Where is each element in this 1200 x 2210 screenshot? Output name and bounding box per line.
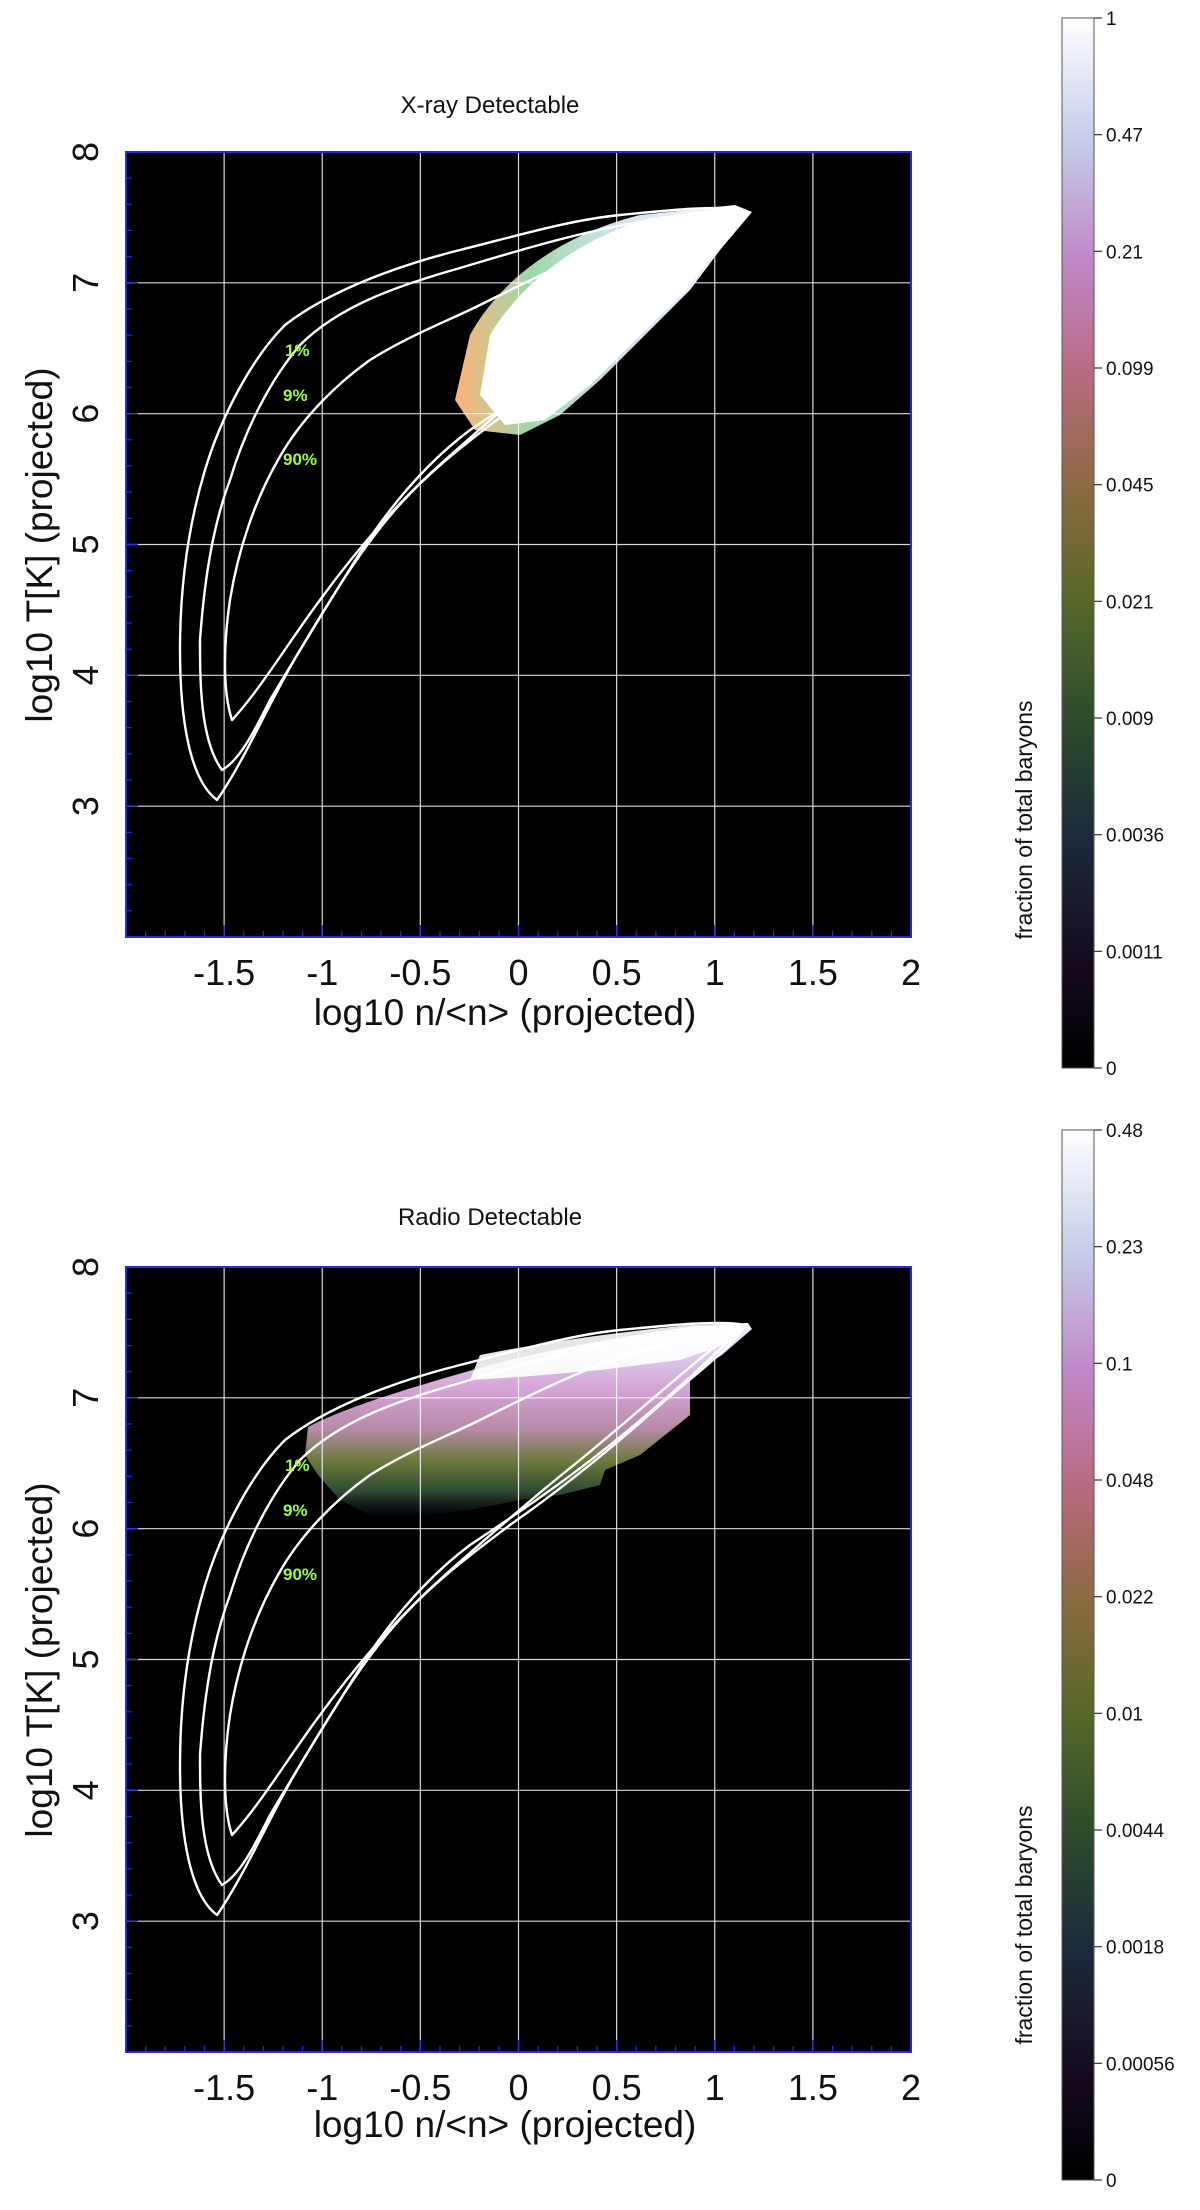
colorbar xyxy=(1061,17,1095,1069)
y-tick-label: 3 xyxy=(65,796,106,816)
x-ticks: -1.5 -1 -0.5 0 0.5 1 1.5 2 xyxy=(125,925,921,993)
x-tick-label: 0 xyxy=(508,2067,528,2108)
colorbar-tick-label: 1 xyxy=(1106,9,1117,30)
y-ticks: 3 4 5 6 7 8 xyxy=(65,142,138,938)
contour-label-90: 90% xyxy=(283,1565,317,1584)
contour-label-90: 90% xyxy=(283,450,317,469)
colorbar-ticks: 0 0.0011 0.0036 0.009 0.021 0.045 0.099 0.21 0.4… xyxy=(1094,9,1164,1080)
y-axis-label: log10 T[K] (projected) xyxy=(19,1482,60,1837)
y-tick-label: 3 xyxy=(65,1911,106,1931)
radio-panel: Radio Detectable 1% 9% 90% -1.5 -1 -0.5 0 0.… xyxy=(19,1121,1175,2192)
colorbar-tick-label: 0.00056 xyxy=(1106,2054,1175,2075)
colorbar-tick-label: 0.0036 xyxy=(1106,826,1164,847)
colorbar-tick-label: 0.099 xyxy=(1106,359,1154,380)
colorbar-tick-label: 0 xyxy=(1106,2171,1117,2192)
contour-label-9: 9% xyxy=(283,386,308,405)
colorbar-tick-label: 0.47 xyxy=(1106,126,1143,147)
contours xyxy=(178,206,747,802)
colorbar-tick-label: 0.0044 xyxy=(1106,1821,1165,1842)
colorbar-label: fraction of total baryons xyxy=(1011,700,1037,939)
y-tick-label: 4 xyxy=(65,665,106,685)
contour-1pct xyxy=(178,1321,747,1917)
colorbar-tick-label: 0.48 xyxy=(1106,1121,1143,1142)
heatmap-blob xyxy=(305,1323,752,1515)
x-axis-label: log10 n/<n> (projected) xyxy=(314,2104,697,2145)
x-ticks: -1.5 -1 -0.5 0 0.5 1 1.5 2 xyxy=(125,2040,921,2108)
y-tick-label: 7 xyxy=(65,1388,106,1408)
colorbar-ticks: 0 0.00056 0.0018 0.0044 0.01 0.022 0.048 0.1 0.2… xyxy=(1094,1121,1175,2192)
y-tick-label: 5 xyxy=(65,1649,106,1669)
colorbar xyxy=(1061,1129,1095,2181)
contour-90pct xyxy=(223,1329,737,1837)
contour-9pct xyxy=(198,212,742,772)
colorbar-tick-label: 0.0011 xyxy=(1106,942,1163,963)
contour-9pct xyxy=(198,1327,742,1887)
contour-labels: 1% 9% 90% xyxy=(283,1456,317,1584)
chart-title: Radio Detectable xyxy=(398,1204,582,1231)
x-tick-label: 0.5 xyxy=(592,2067,642,2108)
contour-labels: 1% 9% 90% xyxy=(283,341,317,469)
y-tick-label: 4 xyxy=(65,1780,106,1800)
y-tick-label: 6 xyxy=(65,404,106,424)
colorbar-tick-label: 0.009 xyxy=(1106,709,1154,730)
contour-label-9: 9% xyxy=(283,1501,308,1520)
x-tick-label: -1.5 xyxy=(193,2067,255,2108)
y-tick-label: 8 xyxy=(65,1257,106,1277)
colorbar-tick-label: 0.1 xyxy=(1106,1354,1132,1375)
x-tick-label: 1.5 xyxy=(788,952,838,993)
colorbar-tick-label: 0 xyxy=(1106,1059,1117,1080)
x-tick-label: 0 xyxy=(508,952,528,993)
colorbar-tick-label: 0.022 xyxy=(1106,1588,1154,1609)
contour-1pct xyxy=(178,206,747,802)
colorbar-tick-label: 0.021 xyxy=(1106,592,1154,613)
x-tick-label: 2 xyxy=(901,2067,921,2108)
x-tick-label: -1 xyxy=(306,952,338,993)
x-tick-label: 1.5 xyxy=(788,2067,838,2108)
y-tick-label: 8 xyxy=(65,142,106,162)
x-tick-label: -0.5 xyxy=(389,952,451,993)
x-tick-label: 1 xyxy=(705,952,725,993)
xray-panel: X-ray Detectable 1% 9% 90% -1.5 -1 -0.5 0 0.… xyxy=(19,9,1164,1080)
colorbar-tick-label: 0.045 xyxy=(1106,476,1154,497)
x-tick-label: 2 xyxy=(901,952,921,993)
x-tick-label: 0.5 xyxy=(592,952,642,993)
colorbar-tick-label: 0.23 xyxy=(1106,1238,1143,1259)
colorbar-tick-label: 0.01 xyxy=(1106,1704,1143,1725)
contour-label-1: 1% xyxy=(285,1456,310,1475)
y-ticks: 3 4 5 6 7 8 xyxy=(65,1257,138,2053)
chart-title: X-ray Detectable xyxy=(401,92,580,119)
colorbar-tick-label: 0.0018 xyxy=(1106,1938,1164,1959)
x-tick-label: 1 xyxy=(705,2067,725,2108)
colorbar-tick-label: 0.21 xyxy=(1106,242,1143,263)
x-tick-label: -0.5 xyxy=(389,2067,451,2108)
x-tick-label: -1.5 xyxy=(193,952,255,993)
x-tick-label: -1 xyxy=(306,2067,338,2108)
contours xyxy=(178,1321,747,1917)
y-axis-label: log10 T[K] (projected) xyxy=(19,367,60,722)
x-axis-label: log10 n/<n> (projected) xyxy=(314,992,697,1033)
colorbar-tick-label: 0.048 xyxy=(1106,1471,1154,1492)
y-tick-label: 7 xyxy=(65,273,106,293)
contour-label-1: 1% xyxy=(285,341,310,360)
contour-90pct xyxy=(223,214,737,722)
colorbar-label: fraction of total baryons xyxy=(1011,1805,1037,2044)
y-tick-label: 6 xyxy=(65,1519,106,1539)
y-tick-label: 5 xyxy=(65,534,106,554)
